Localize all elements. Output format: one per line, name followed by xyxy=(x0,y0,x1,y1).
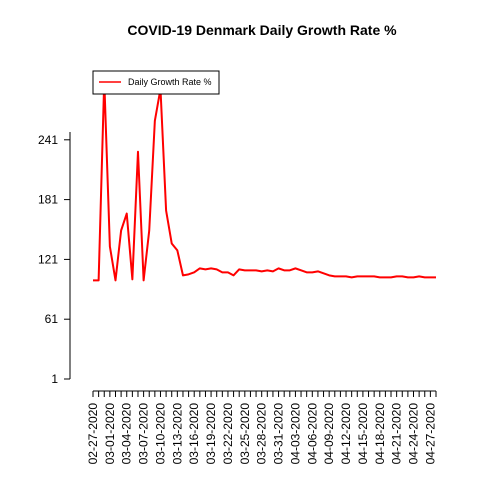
x-tick-label: 03-22-2020 xyxy=(221,403,235,465)
x-tick-label: 04-27-2020 xyxy=(423,403,437,465)
x-tick-label: 04-21-2020 xyxy=(390,403,404,465)
legend: Daily Growth Rate % xyxy=(92,70,220,95)
x-tick-label: 03-10-2020 xyxy=(153,403,167,465)
x-tick-label: 03-04-2020 xyxy=(120,403,134,465)
x-tick-label: 04-03-2020 xyxy=(288,403,302,465)
x-tick-label: 03-19-2020 xyxy=(204,403,218,465)
x-tick-label: 03-13-2020 xyxy=(170,403,184,465)
y-tick-label: 181 xyxy=(38,193,58,207)
legend-box xyxy=(92,70,220,95)
y-tick-label: 241 xyxy=(38,133,58,147)
chart-title: COVID-19 Denmark Daily Growth Rate % xyxy=(127,22,397,38)
x-tick-label: 04-06-2020 xyxy=(305,403,319,465)
x-axis-ticks: 02-27-2020 03-01-2020 03-04-2020 03-07-2020… xyxy=(86,391,437,464)
series-layer xyxy=(93,79,436,282)
x-tick-label: 04-24-2020 xyxy=(407,403,421,465)
x-tick-label: 03-16-2020 xyxy=(187,403,201,465)
y-tick-label: 61 xyxy=(45,312,59,326)
y-axis-ticks: 1 61 121 181 241 xyxy=(38,133,70,386)
x-tick-label: 03-25-2020 xyxy=(238,403,252,465)
legend-label: Daily Growth Rate % xyxy=(128,77,212,87)
y-tick-label: 1 xyxy=(51,372,58,386)
x-tick-label: 03-07-2020 xyxy=(137,403,151,465)
y-tick-label: 121 xyxy=(38,252,58,266)
x-tick-label: 04-15-2020 xyxy=(356,403,370,465)
x-tick-label: 02-27-2020 xyxy=(86,403,100,465)
series-line-daily-growth-rate xyxy=(93,79,436,282)
x-tick-label: 04-18-2020 xyxy=(373,403,387,465)
x-tick-label: 03-01-2020 xyxy=(103,403,117,465)
x-tick-label: 03-31-2020 xyxy=(272,403,286,465)
x-tick-label: 04-09-2020 xyxy=(322,403,336,465)
x-tick-label: 04-12-2020 xyxy=(339,403,353,465)
x-tick-label: 03-28-2020 xyxy=(255,403,269,465)
